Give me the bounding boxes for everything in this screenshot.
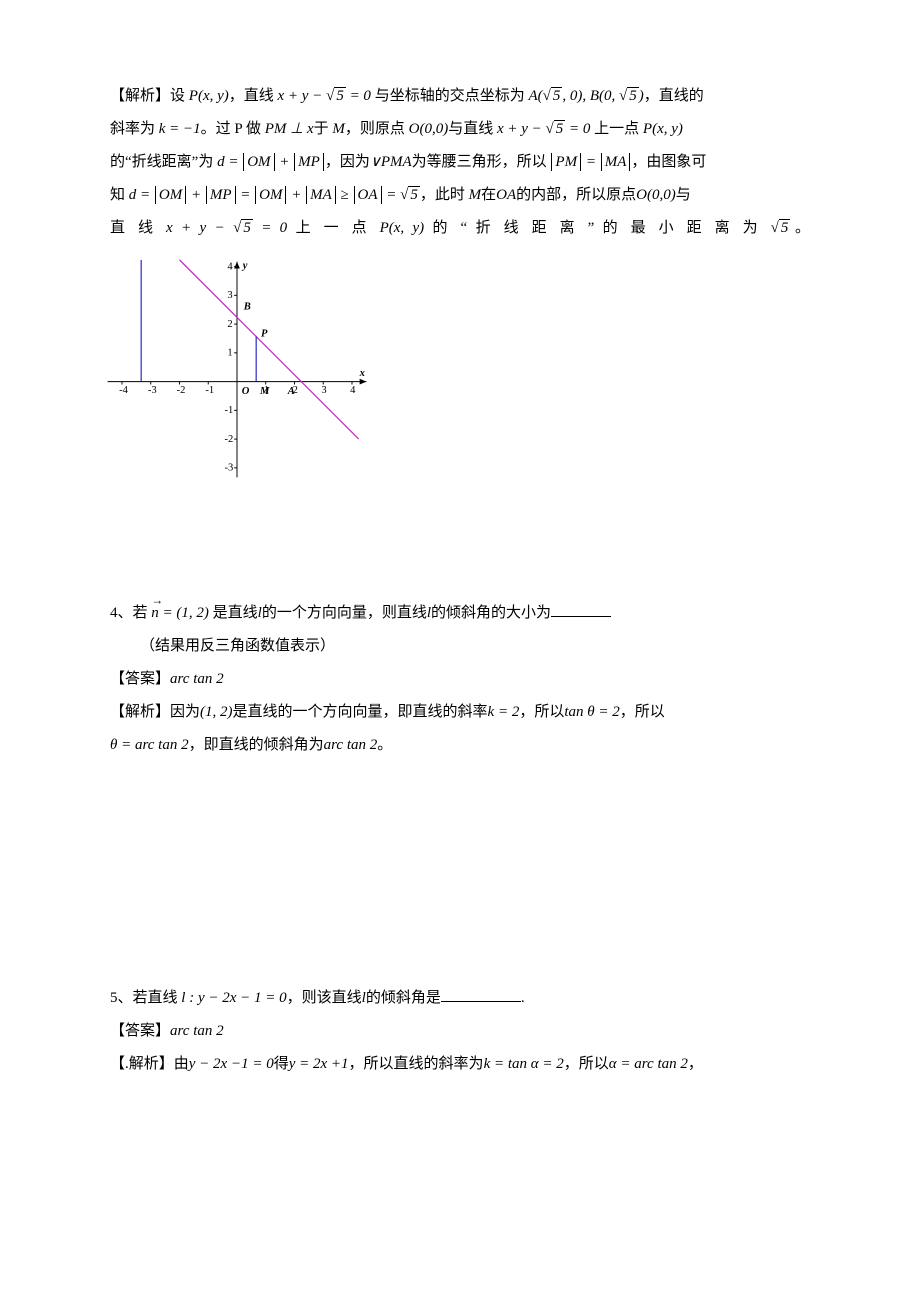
svg-text:A: A	[287, 386, 295, 397]
q5-num: 5、	[110, 990, 133, 1006]
svg-text:1: 1	[227, 348, 232, 359]
svg-text:O: O	[242, 386, 250, 397]
svg-text:-2: -2	[177, 385, 186, 396]
p4: 4、若 n = (1, 2) 是直线l的一个方向向量，则直线l的倾斜角的大小为 …	[110, 597, 810, 762]
answer-label: 【答案】	[110, 1023, 170, 1039]
svg-text:3: 3	[321, 385, 326, 396]
svg-text:y: y	[241, 261, 248, 272]
svg-text:B: B	[243, 302, 251, 313]
svg-text:2: 2	[227, 319, 232, 330]
q4-num: 4、	[110, 605, 133, 621]
p3-analysis: 【解析】设 P(x, y)，直线 x + y − 5 = 0 与坐标轴的交点坐标…	[110, 80, 810, 245]
svg-text:-1: -1	[225, 405, 234, 416]
svg-text:4: 4	[350, 385, 356, 396]
analysis-label: 【解析】	[110, 704, 170, 720]
blank	[441, 986, 521, 1002]
svg-text:P: P	[261, 329, 268, 340]
svg-text:-3: -3	[148, 385, 157, 396]
svg-text:-1: -1	[205, 385, 214, 396]
svg-text:x: x	[359, 368, 366, 379]
answer-label: 【答案】	[110, 671, 170, 687]
p5: 5、若直线 l : y − 2x − 1 = 0，则该直线l的倾斜角是. 【答案…	[110, 982, 810, 1081]
analysis-label: 【解析】	[110, 88, 170, 104]
svg-text:4: 4	[227, 261, 233, 272]
blank	[551, 601, 611, 617]
p3-graph: -4-3-2-1 1234 1234 -1-2-3 O M A B P x y	[102, 257, 372, 487]
svg-text:-3: -3	[225, 463, 234, 474]
svg-text:-2: -2	[225, 434, 234, 445]
analysis-label: 【.解析】	[110, 1056, 174, 1072]
svg-text:M: M	[259, 386, 270, 397]
svg-text:3: 3	[227, 290, 232, 301]
svg-text:-4: -4	[119, 385, 129, 396]
